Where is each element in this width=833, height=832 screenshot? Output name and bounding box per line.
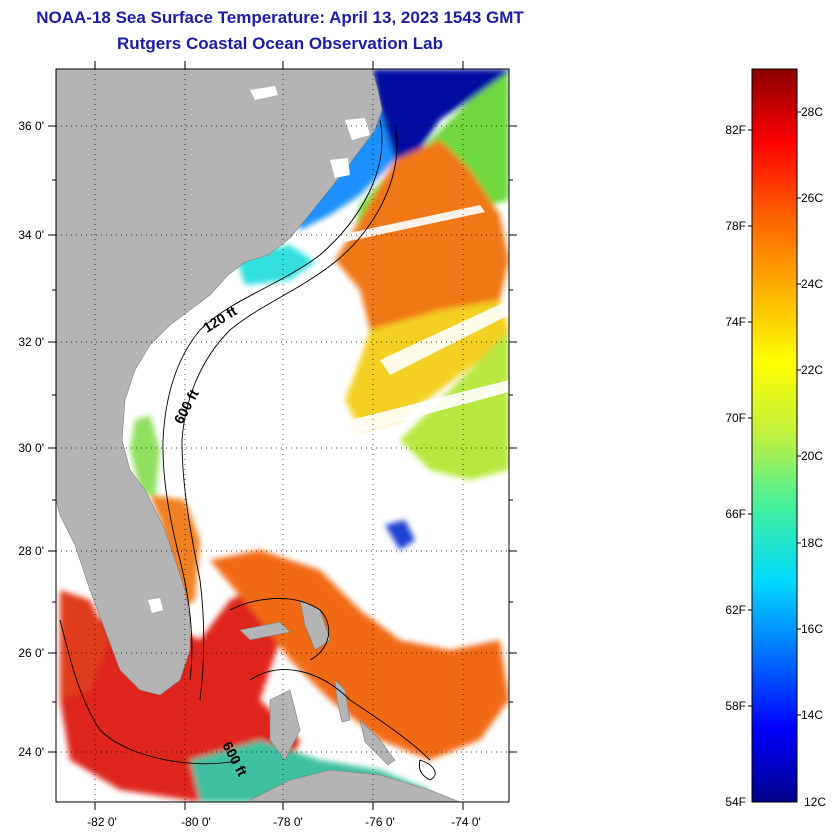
longitude-labels: -82 0' -80 0' -78 0' -76 0' -74 0' [87, 815, 481, 829]
cuba [249, 769, 461, 802]
fahrenheit-label: 58F [725, 699, 746, 713]
color-scale: 82F 78F 74F 70F 66F 62F 58F 54F 28C 26C … [725, 68, 826, 809]
celsius-label: 22C [801, 363, 823, 377]
graticule [56, 69, 509, 802]
gulf-warm-patch [60, 590, 110, 700]
lat-label: 34 0' [18, 228, 44, 242]
celsius-label: 16C [801, 622, 823, 636]
fahrenheit-labels: 82F 78F 74F 70F 66F 62F 58F 54F [725, 123, 746, 809]
fahrenheit-label: 62F [725, 603, 746, 617]
fahrenheit-label: 66F [725, 507, 746, 521]
celsius-label: 12C [804, 795, 826, 809]
celsius-labels: 28C 26C 24C 22C 20C 18C 16C 14C 12C [801, 105, 826, 809]
lake-okeechobee [148, 598, 163, 613]
georgia-coastal-green [130, 415, 160, 500]
fahrenheit-label: 82F [725, 123, 746, 137]
map-subtitle: Rutgers Coastal Ocean Observation Lab [117, 34, 443, 53]
latitude-labels: 36 0' 34 0' 32 0' 30 0' 28 0' 26 0' 24 0… [18, 119, 44, 759]
cloud-streaks [340, 205, 509, 432]
map-title: NOAA-18 Sea Surface Temperature: April 1… [36, 8, 524, 27]
fahrenheit-label: 74F [725, 315, 746, 329]
fahrenheit-label: 78F [725, 219, 746, 233]
offshore-cool-eddy [385, 520, 415, 550]
lon-label: -82 0' [87, 815, 117, 829]
celsius-label: 28C [801, 105, 823, 119]
axis-ticks [48, 61, 517, 810]
andros-island [269, 689, 301, 761]
sounds [250, 86, 370, 178]
celsius-label: 14C [801, 708, 823, 722]
celsius-label: 18C [801, 536, 823, 550]
bahamas-orange-water [210, 550, 509, 760]
lon-label: -74 0' [451, 815, 481, 829]
cold-north-water [372, 69, 509, 160]
lat-label: 30 0' [18, 441, 44, 455]
lat-label: 28 0' [18, 544, 44, 558]
lat-label: 32 0' [18, 335, 44, 349]
celsius-label: 24C [801, 277, 823, 291]
lon-label: -80 0' [181, 815, 211, 829]
color-scale-bar [751, 68, 798, 803]
lat-label: 26 0' [18, 646, 44, 660]
grand-bahama [239, 621, 291, 641]
lon-label: -76 0' [365, 815, 395, 829]
color-scale-ticks [748, 111, 801, 716]
fahrenheit-label: 70F [725, 411, 746, 425]
map-area: 120 ft 600 ft 600 ft [56, 69, 509, 802]
bathymetry-contours [59, 119, 436, 781]
florida-east-shelf [150, 495, 200, 610]
lon-label: -78 0' [273, 815, 303, 829]
lat-label: 36 0' [18, 119, 44, 133]
celsius-label: 20C [801, 449, 823, 463]
lat-label: 24 0' [18, 745, 44, 759]
great-exuma [359, 719, 396, 766]
fahrenheit-label: 54F [725, 795, 746, 809]
land [56, 69, 461, 802]
celsius-label: 26C [801, 191, 823, 205]
